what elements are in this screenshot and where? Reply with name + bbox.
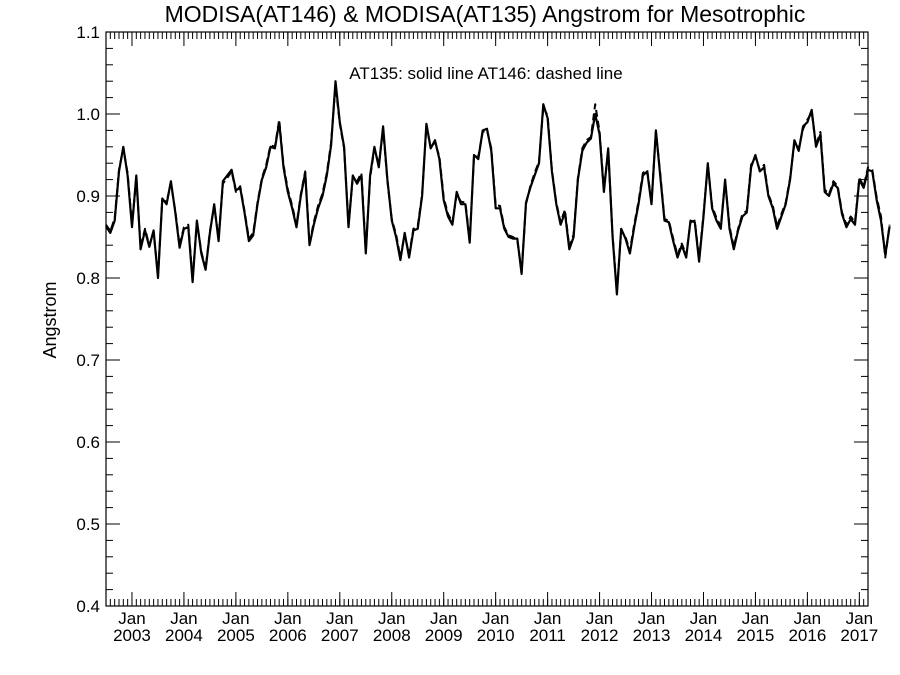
y-tick-label: 0.8 xyxy=(76,269,100,288)
x-tick-month-label: Jan xyxy=(638,609,665,628)
y-tick-label: 0.5 xyxy=(76,515,100,534)
y-tick-label: 0.7 xyxy=(76,351,100,370)
x-tick-year-label: 2011 xyxy=(529,626,566,645)
y-tick-label: 0.6 xyxy=(76,433,100,452)
x-tick-month-label: Jan xyxy=(846,609,873,628)
x-tick-month-label: Jan xyxy=(534,609,561,628)
x-tick-month-label: Jan xyxy=(222,609,249,628)
x-tick-year-label: 2014 xyxy=(685,626,723,645)
series-line-dashed xyxy=(105,84,891,293)
x-tick-year-label: 2004 xyxy=(165,626,203,645)
legend-annotation: AT135: solid line AT146: dashed line xyxy=(349,64,622,83)
x-tick-year-label: 2007 xyxy=(321,626,359,645)
x-tick-month-label: Jan xyxy=(118,609,145,628)
y-tick-label: 1.0 xyxy=(76,105,100,124)
x-tick-year-label: 2015 xyxy=(737,626,775,645)
x-tick-year-label: 2008 xyxy=(373,626,411,645)
x-tick-year-label: 2016 xyxy=(788,626,826,645)
x-tick-year-label: 2006 xyxy=(269,626,307,645)
x-tick-month-label: Jan xyxy=(430,609,457,628)
x-tick-year-label: 2013 xyxy=(633,626,671,645)
series-line-solid xyxy=(105,80,891,296)
y-tick-label: 1.1 xyxy=(76,23,100,42)
x-tick-year-label: 2012 xyxy=(581,626,619,645)
series-layer xyxy=(105,80,891,296)
x-tick-month-label: Jan xyxy=(378,609,405,628)
axes: 0.40.50.60.70.80.91.01.1Jan2003Jan2004Ja… xyxy=(76,23,878,645)
x-tick-month-label: Jan xyxy=(586,609,613,628)
y-tick-label: 0.9 xyxy=(76,187,100,206)
y-axis-label: Angstrom xyxy=(40,281,60,358)
y-tick-label: 0.4 xyxy=(76,597,100,616)
x-tick-month-label: Jan xyxy=(482,609,509,628)
x-tick-month-label: Jan xyxy=(170,609,197,628)
chart-title: MODISA(AT146) & MODISA(AT135) Angstrom f… xyxy=(165,1,806,27)
x-tick-month-label: Jan xyxy=(326,609,353,628)
x-tick-year-label: 2003 xyxy=(113,626,151,645)
x-tick-year-label: 2005 xyxy=(217,626,255,645)
x-tick-month-label: Jan xyxy=(794,609,821,628)
x-tick-year-label: 2017 xyxy=(840,626,878,645)
x-tick-month-label: Jan xyxy=(742,609,769,628)
plot-frame xyxy=(105,31,869,607)
x-tick-month-label: Jan xyxy=(274,609,301,628)
x-tick-year-label: 2009 xyxy=(425,626,463,645)
x-tick-year-label: 2010 xyxy=(477,626,515,645)
x-tick-month-label: Jan xyxy=(690,609,717,628)
